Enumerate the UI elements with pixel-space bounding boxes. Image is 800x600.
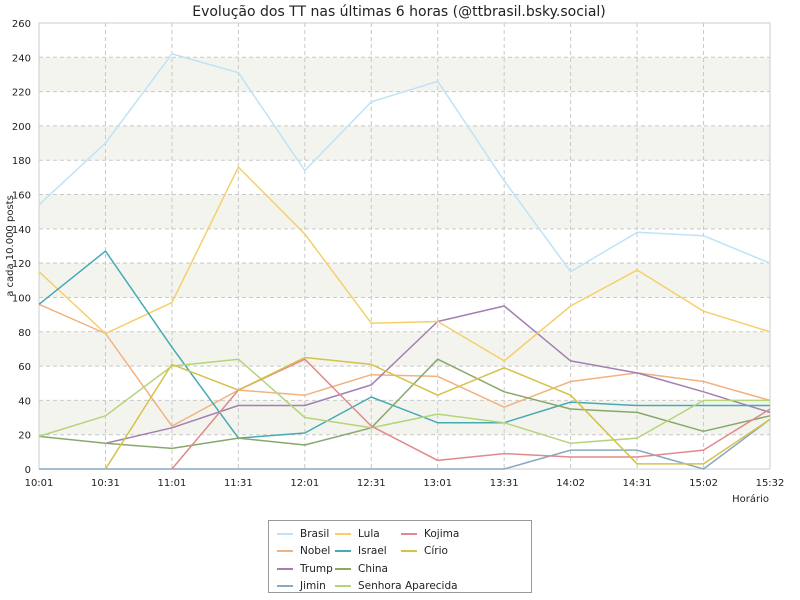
y-tick-label: 200 [12,122,31,133]
y-tick-label: 60 [18,362,31,373]
legend-column-2: Lula Israel China Senhora Aparecida [335,525,458,595]
legend-swatch [277,550,293,553]
legend-swatch [335,550,351,553]
x-tick-label: 12:31 [357,478,386,489]
series-line-china [38,358,771,450]
legend-label: Círio [424,545,448,558]
x-tick-label: 15:02 [689,478,718,489]
legend-label: Israel [358,545,387,558]
y-tick-label: 220 [12,88,31,99]
legend: Brasil Nobel Trump Jimin Lula Israel China Sen… [268,520,532,593]
y-tick-label: 140 [12,225,31,236]
legend-item: Círio [401,543,459,561]
x-tick-label: 10:01 [25,478,54,489]
y-tick-label: 80 [18,328,31,339]
series-line-nobel [38,303,771,427]
legend-item: Brasil [277,525,333,543]
legend-label: Lula [358,527,380,540]
legend-label: Trump [300,562,333,575]
chart-title: Evolução dos TT nas últimas 6 horas (@tt… [192,4,606,20]
x-tick-label: 14:02 [556,478,585,489]
series-line-jimin [39,418,771,470]
legend-swatch [277,532,293,535]
x-tick-label: 13:31 [490,478,519,489]
legend-swatch [335,585,351,588]
background-band [39,263,770,298]
x-tick-label: 15:32 [756,478,785,489]
legend-item: Trump [277,560,333,578]
legend-item: Nobel [277,543,333,561]
series-line-cirio [104,356,771,470]
legend-swatch [335,532,351,535]
y-tick-label: 160 [12,191,31,202]
background-band [39,331,770,367]
x-axis-label: Horário [732,493,769,505]
series-line-israel [38,250,770,439]
legend-label: China [358,562,388,575]
y-tick-label: 100 [12,293,31,304]
legend-label: Kojima [424,527,460,540]
legend-swatch [401,532,417,535]
x-tick-label: 13:01 [423,478,452,489]
legend-swatch [277,585,293,588]
y-tick-label: 40 [18,396,31,407]
series-line-lula [38,166,771,362]
legend-label: Brasil [300,527,330,540]
x-tick-label: 10:31 [91,478,120,489]
y-tick-label: 120 [12,259,31,270]
legend-label: Nobel [300,545,331,558]
background-bands [39,57,770,435]
legend-label: Jimin [300,580,326,593]
series-lines [38,53,771,470]
x-tick-label: 11:31 [224,478,253,489]
legend-label: Senhora Aparecida [358,580,458,593]
x-tick-label: 11:01 [157,478,186,489]
legend-column-1: Brasil Nobel Trump Jimin [277,525,333,595]
background-band [39,194,770,229]
legend-swatch [401,550,417,553]
y-tick-label: 180 [12,156,31,167]
series-line-brasil [38,53,771,273]
legend-item: China [335,560,458,578]
gridlines [38,22,771,470]
series-line-senhora-aparecida [38,358,770,445]
legend-swatch [335,567,351,570]
background-band [39,57,770,92]
y-tick-labels: 0 20 40 60 80 100 120 140 160 180 200 220 240 260 [12,19,31,476]
legend-item: Senhora Aparecida [335,578,458,596]
legend-item: Israel [335,543,458,561]
y-tick-label: 260 [12,19,31,30]
legend-item: Lula [335,525,458,543]
legend-swatch [277,567,293,570]
background-band [39,125,770,161]
series-line-kojima [171,358,771,470]
x-tick-label: 14:31 [623,478,652,489]
y-axis-label: a cada 10.000 posts [5,195,16,297]
y-tick-label: 0 [25,465,31,476]
legend-item: Jimin [277,578,333,596]
y-tick-label: 240 [12,53,31,64]
x-tick-labels: 10:01 10:31 11:01 11:31 12:01 12:31 13:01 13:31… [25,478,785,489]
legend-item: Kojima [401,525,459,543]
x-tick-label: 12:01 [290,478,319,489]
legend-column-3: Kojima Círio [401,525,459,560]
y-tick-label: 20 [18,431,31,442]
